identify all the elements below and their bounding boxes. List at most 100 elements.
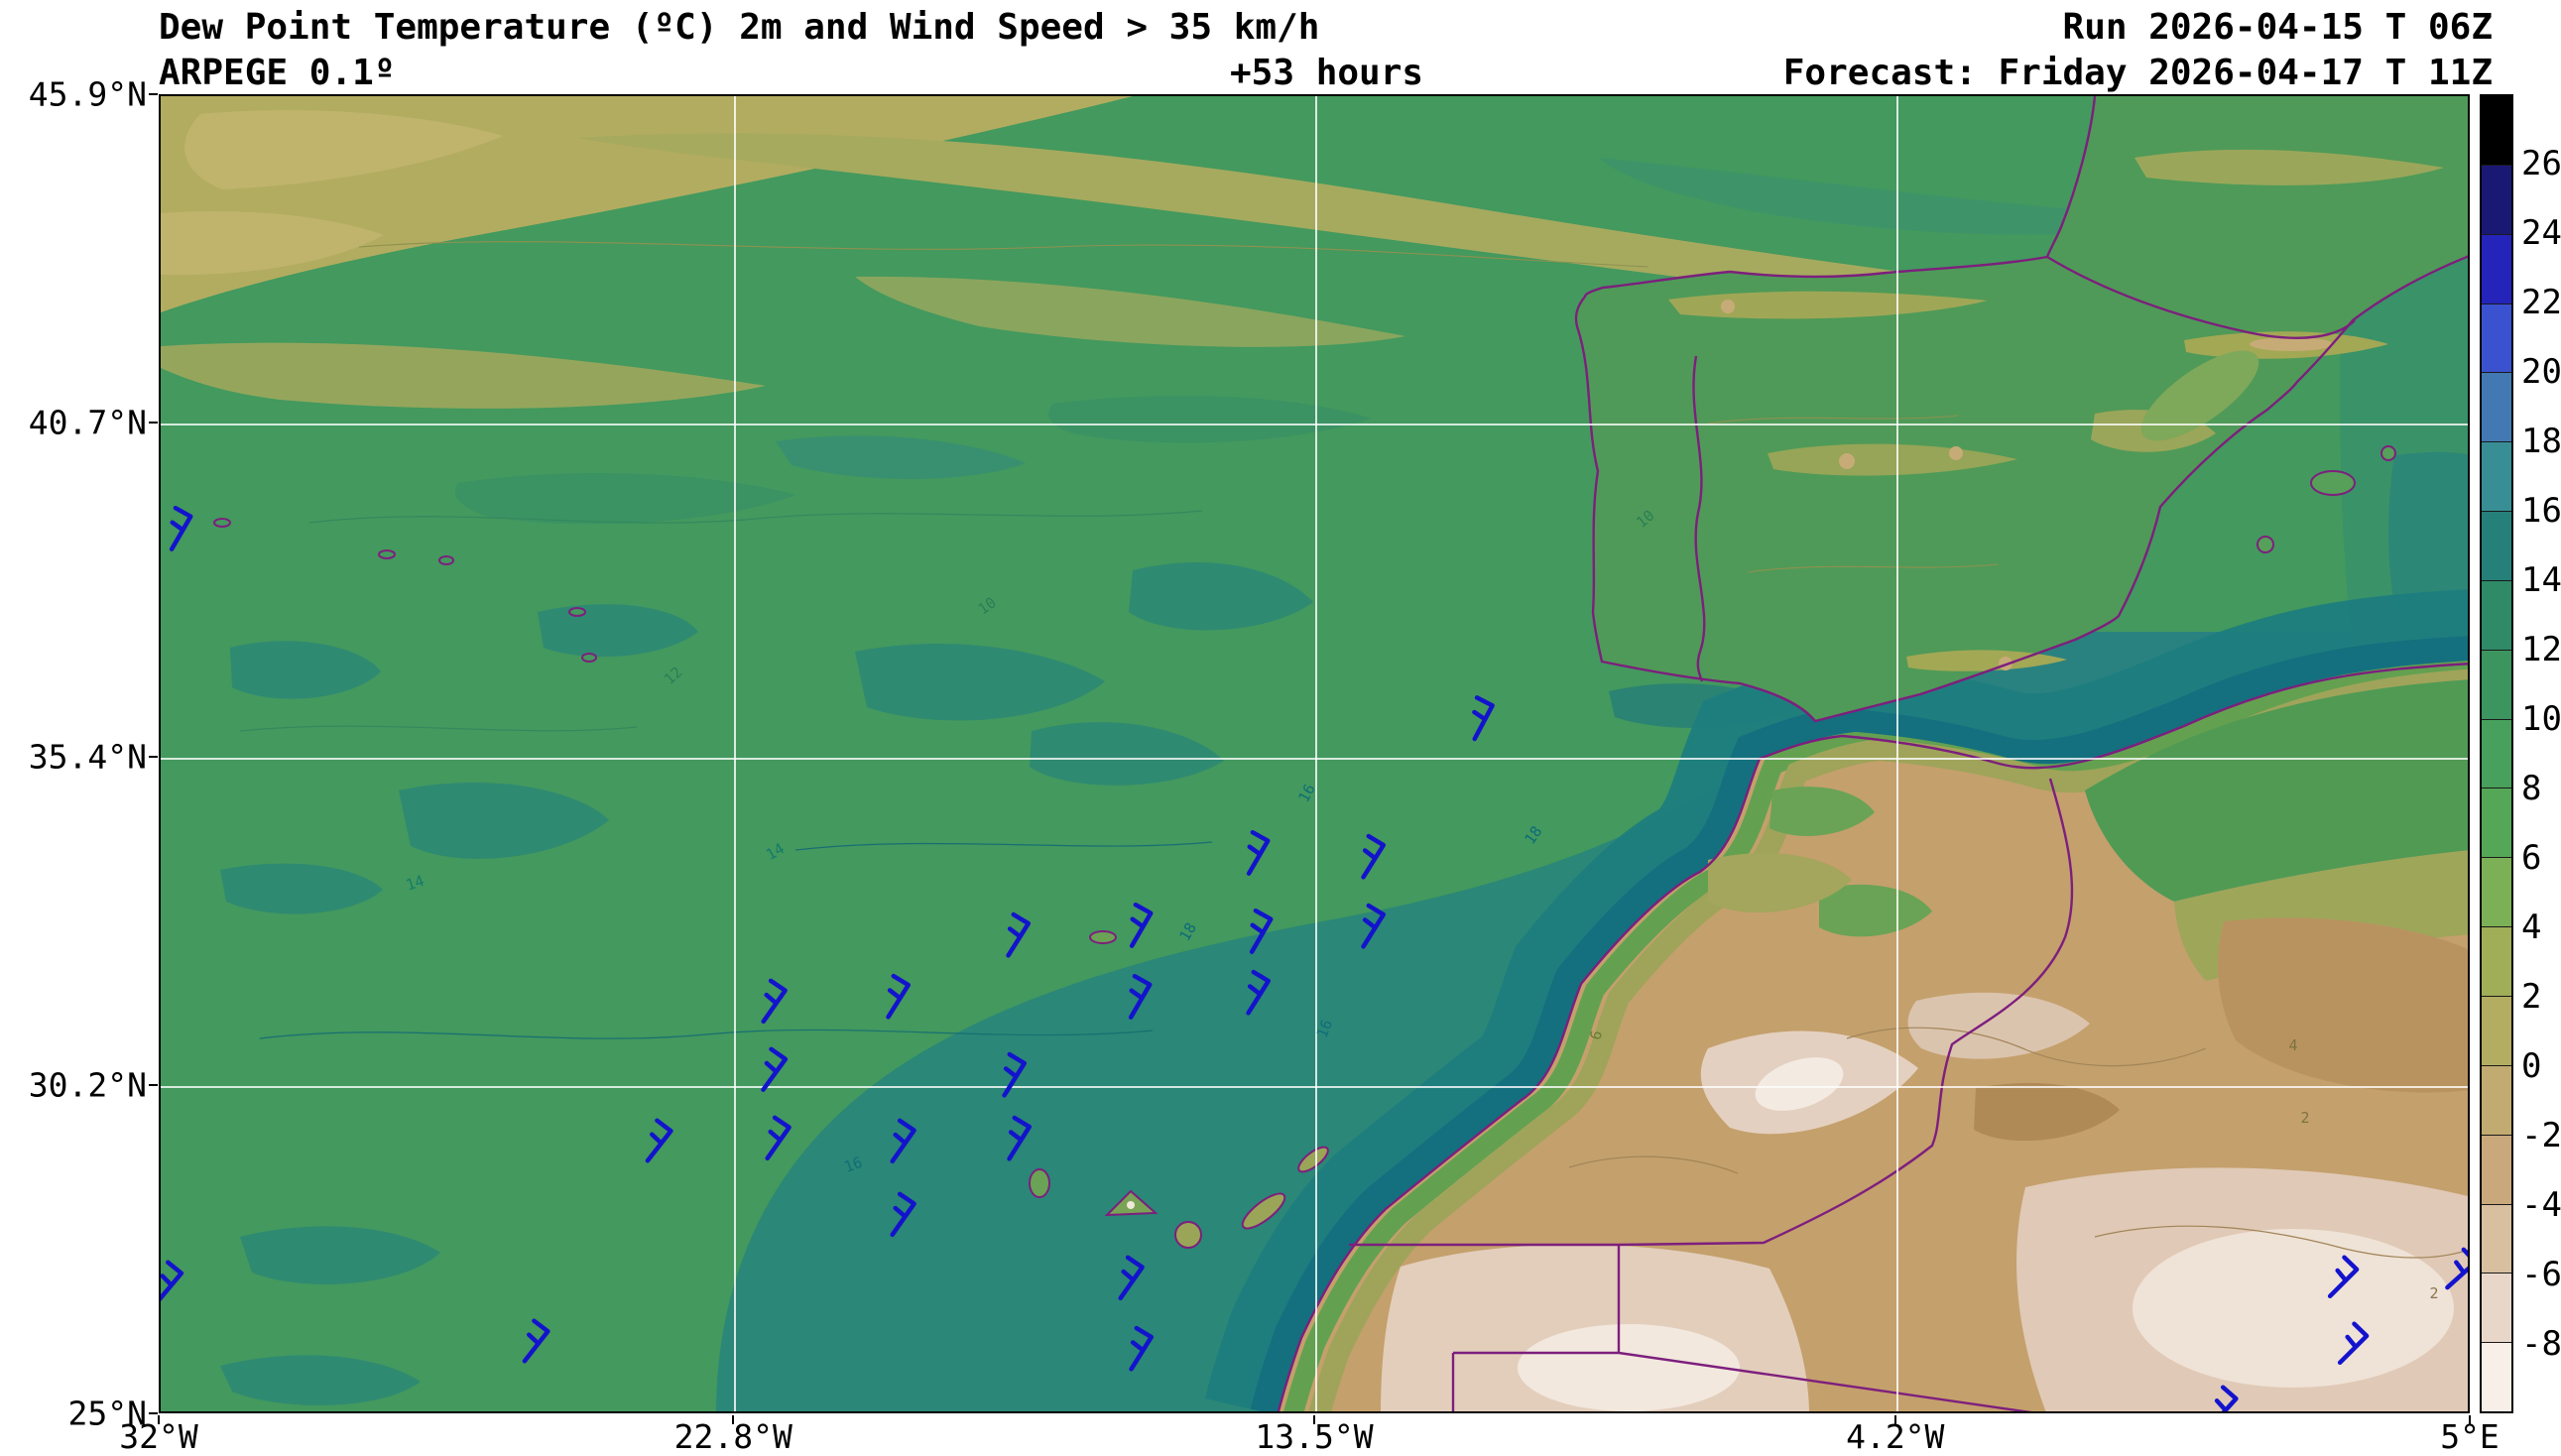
lon-tick-mark: [158, 1415, 160, 1424]
azores-island: [581, 653, 597, 663]
azores-island: [568, 607, 586, 617]
wind-barb: [890, 1191, 916, 1238]
azores-island: [378, 549, 396, 559]
wind-barb: [1002, 1051, 1028, 1098]
portugal-border: [1692, 355, 1706, 682]
colorbar-tick-label: 14: [2521, 560, 2561, 600]
colorbar-tick-label: 10: [2521, 699, 2561, 739]
sahara-borders: [1349, 1243, 2032, 1411]
wind-barb: [886, 973, 912, 1020]
wind-barb: [1472, 695, 1495, 742]
wind-barb: [1128, 973, 1153, 1020]
wind-barb: [1249, 908, 1274, 954]
colorbar-tick-label: -2: [2521, 1116, 2561, 1155]
colorbar-tick-label: 8: [2521, 769, 2542, 808]
wind-barb: [2208, 1385, 2239, 1411]
wind-barb: [1246, 829, 1271, 876]
colorbar-segment: [2482, 926, 2511, 996]
wind-barb: [765, 1115, 792, 1161]
morocco-algeria-border: [1618, 778, 2074, 1247]
lat-tick-label: 45.9°N: [28, 74, 147, 114]
lead-time-label: +53 hours: [1230, 53, 1424, 93]
colorbar-segment: [2482, 995, 2511, 1065]
contour-label: 6: [1586, 1029, 1606, 1041]
lanzarote-island: [1297, 1146, 1329, 1173]
lon-tick-mark: [1893, 1415, 1896, 1424]
lon-tick-mark: [1313, 1415, 1315, 1424]
contour-label: 14: [404, 872, 427, 895]
lat-tick-mark: [149, 1084, 158, 1087]
wind-barb: [1129, 1325, 1155, 1372]
wind-barb: [1007, 1115, 1033, 1161]
colorbar-segment: [2482, 1064, 2511, 1135]
colorbar-tick-label: 22: [2521, 283, 2561, 322]
contour-label: 16: [1313, 1017, 1336, 1039]
azores-island: [213, 518, 231, 528]
madeira-island: [1089, 930, 1117, 944]
colorbar-segment: [2482, 857, 2511, 927]
la-palma-island: [1029, 1168, 1050, 1198]
wind-barb: [645, 1118, 673, 1163]
wind-barb: [1361, 903, 1387, 949]
wind-barb: [761, 1046, 789, 1092]
lon-tick-label: 5°E: [2440, 1417, 2500, 1456]
model-label: ARPEGE 0.1º: [159, 53, 396, 93]
colorbar-segment: [2482, 1273, 2511, 1343]
islands: [213, 445, 2396, 1249]
fuerteventura-island: [1241, 1192, 1286, 1230]
lat-tick-label: 35.4°N: [28, 737, 147, 777]
lon-tick-label: 13.5°W: [1255, 1417, 1374, 1456]
colorbar-segment: [2482, 718, 2511, 789]
colorbar-tick-label: -4: [2521, 1185, 2561, 1225]
wind-barb: [161, 1260, 184, 1305]
contour-label: 2: [2429, 1284, 2438, 1302]
ibiza-island: [2256, 536, 2274, 553]
colorbar-segment: [2482, 511, 2511, 580]
coastlines-and-borders: [1276, 96, 2468, 1411]
wind-barb: [1006, 911, 1032, 958]
colorbar-tick-label: 0: [2521, 1046, 2542, 1086]
wind-barb: [2445, 1247, 2468, 1290]
iberia-land: [1576, 96, 2468, 721]
lon-tick-label: 32°W: [119, 1417, 198, 1456]
lat-tick-label: 30.2°N: [28, 1065, 147, 1105]
map-frame: 16 18 16 14 14 12 10 16 18 6 4 2 2 10: [159, 94, 2470, 1413]
colorbar: [2480, 94, 2513, 1413]
colorbar-tick-label: 16: [2521, 491, 2561, 531]
contour-label: 2: [2300, 1109, 2309, 1127]
colorbar-tick-label: 18: [2521, 422, 2561, 461]
lat-tick-mark: [149, 421, 158, 424]
contour-label: 4: [2288, 1036, 2297, 1054]
wind-barb: [522, 1318, 550, 1364]
colorbar-segment: [2482, 1134, 2511, 1204]
wind-barb: [1118, 1255, 1145, 1301]
lat-tick-mark: [149, 93, 158, 95]
azores-island: [438, 555, 454, 565]
colorbar-segment: [2482, 96, 2511, 165]
colorbar-segment: [2482, 303, 2511, 373]
colorbar-tick-label: 2: [2521, 977, 2542, 1017]
gran-canaria-island: [1174, 1221, 1202, 1249]
colorbar-segment: [2482, 372, 2511, 442]
wind-barb: [1129, 902, 1154, 948]
wind-barb: [1246, 969, 1272, 1016]
colorbar-tick-label: 6: [2521, 838, 2542, 878]
colorbar-tick-label: 26: [2521, 144, 2561, 183]
colorbar-segment: [2482, 441, 2511, 512]
lat-tick-mark: [149, 756, 158, 759]
lat-tick-label: 40.7°N: [28, 403, 147, 442]
colorbar-segment: [2482, 1342, 2511, 1412]
wind-barb: [169, 505, 193, 551]
colorbar-tick-label: 24: [2521, 213, 2561, 253]
page-title: Dew Point Temperature (ºC) 2m and Wind S…: [159, 7, 1320, 48]
colorbar-segment: [2482, 649, 2511, 719]
colorbar-tick-label: 4: [2521, 908, 2542, 947]
lon-tick-label: 4.2°W: [1846, 1417, 1945, 1456]
run-label: Run 2026-04-15 T 06Z: [2062, 7, 2493, 48]
wind-barb: [2337, 1321, 2370, 1366]
colorbar-tick-label: -8: [2521, 1324, 2561, 1364]
wind-barb: [2327, 1255, 2360, 1299]
colorbar-tick-label: 12: [2521, 630, 2561, 669]
